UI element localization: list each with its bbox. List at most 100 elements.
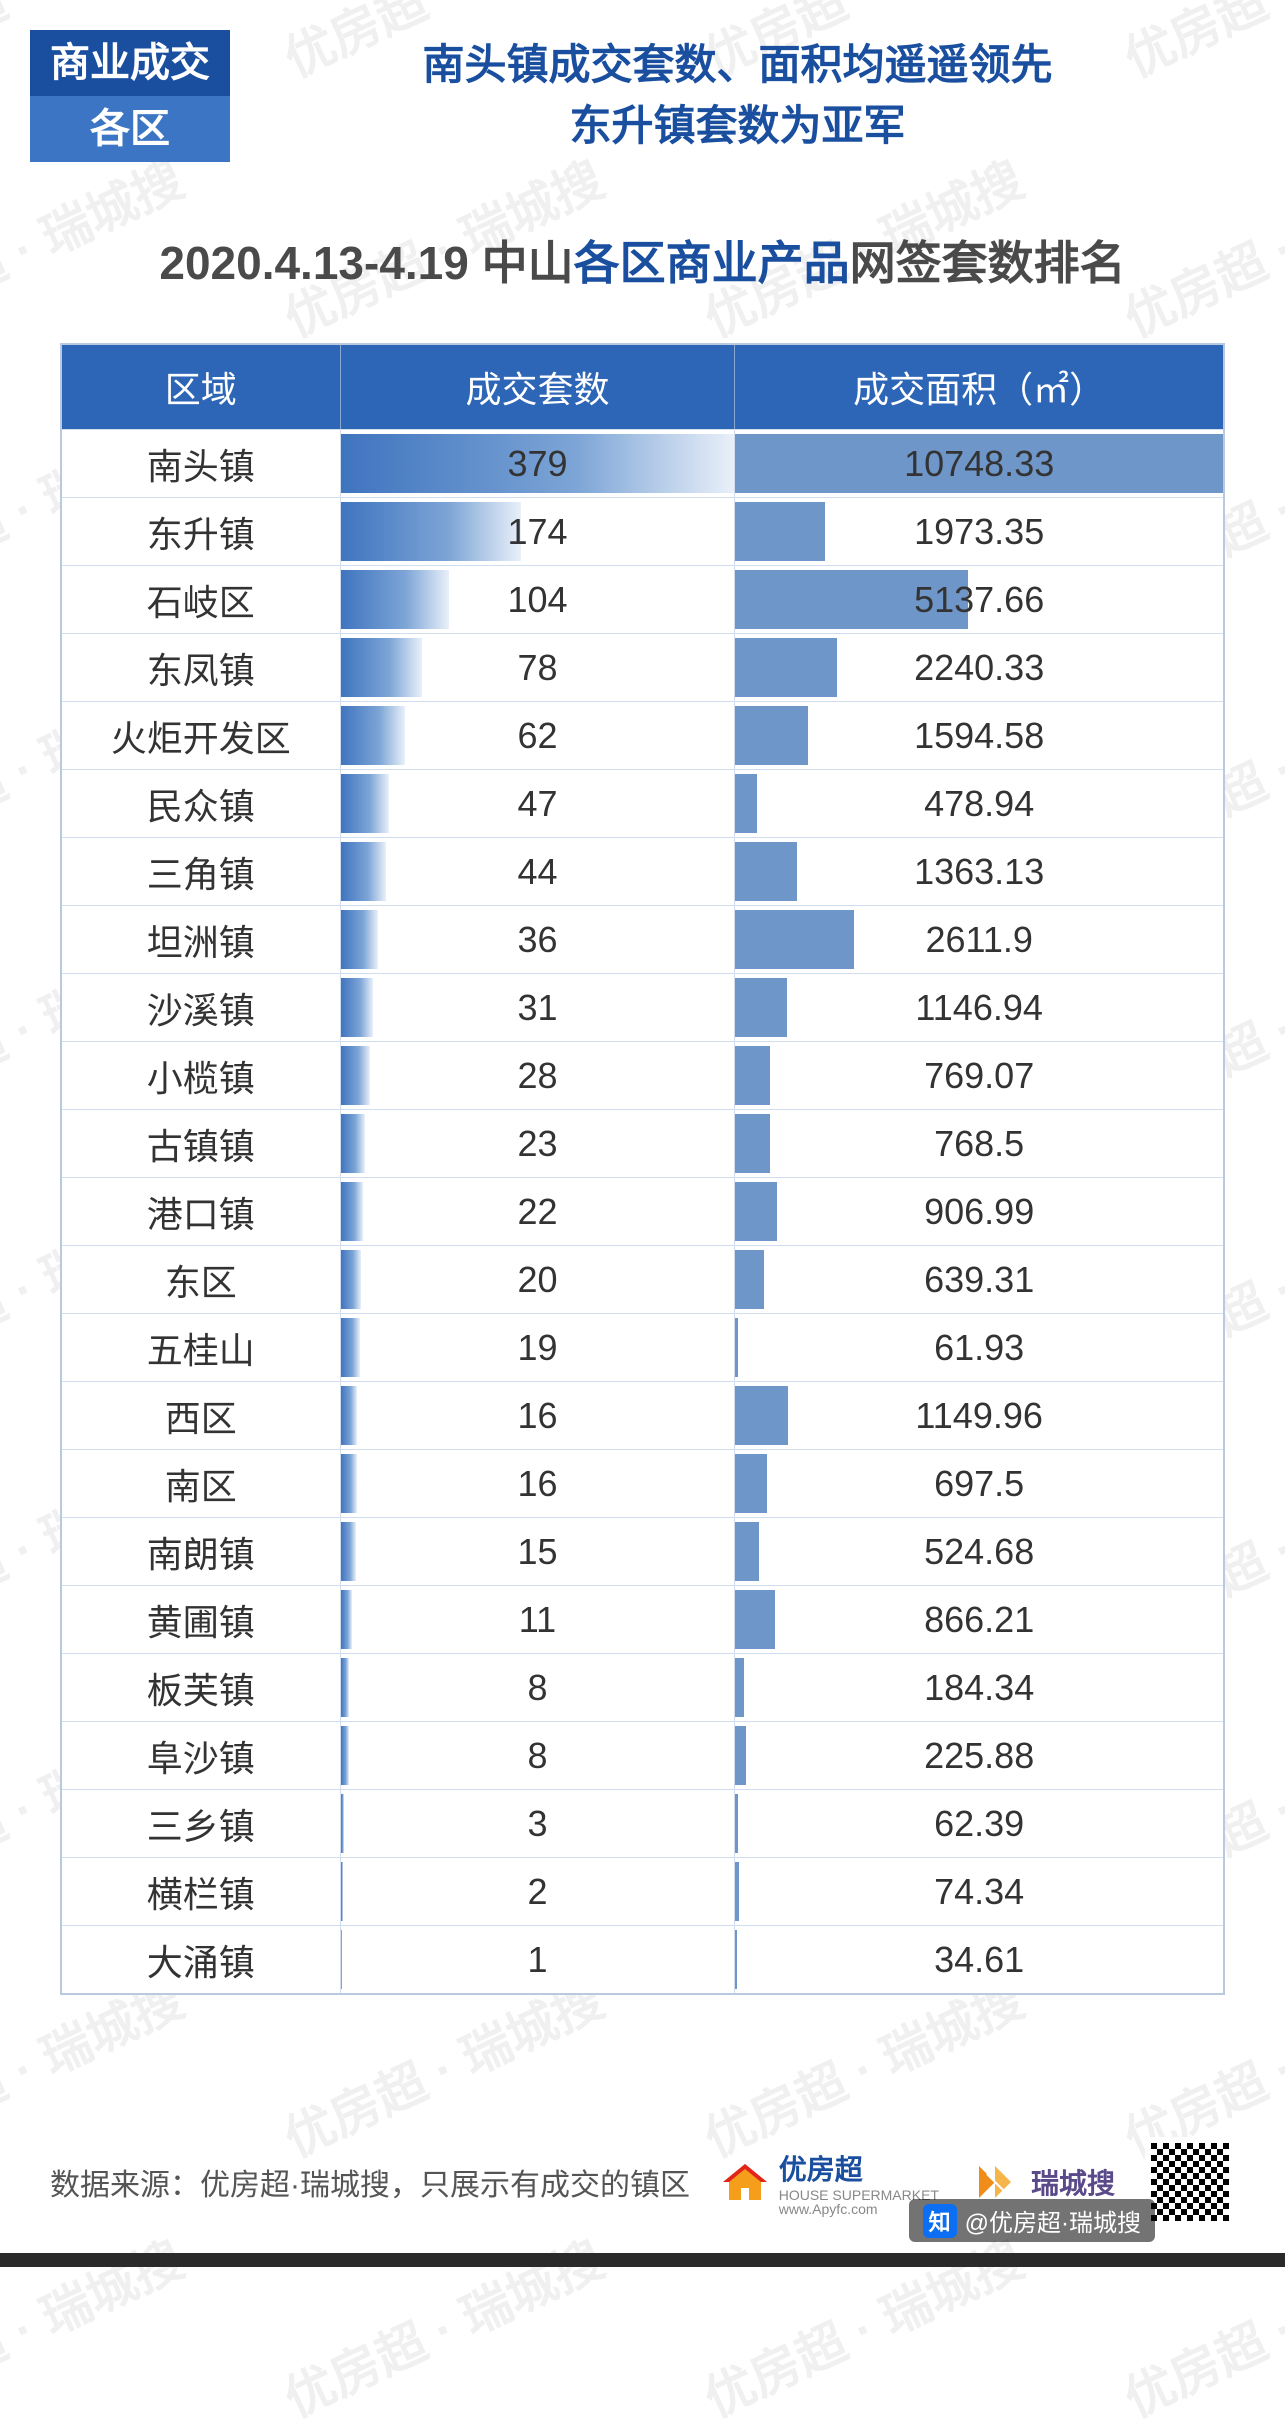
cell-count: 62 xyxy=(341,702,736,769)
area-value: 1594.58 xyxy=(735,715,1223,757)
area-value: 866.21 xyxy=(735,1599,1223,1641)
diamond-icon xyxy=(969,2162,1021,2202)
cell-region: 南头镇 xyxy=(62,430,341,497)
headline-wrap: 南头镇成交套数、面积均遥遥领先 东升镇套数为亚军 xyxy=(230,30,1245,162)
table-row: 南区16697.5 xyxy=(62,1449,1223,1517)
cell-region: 南朗镇 xyxy=(62,1518,341,1585)
data-source: 数据来源：优房超·瑞城搜，只展示有成交的镇区 xyxy=(50,2160,721,2204)
table-row: 三角镇441363.13 xyxy=(62,837,1223,905)
table-row: 古镇镇23768.5 xyxy=(62,1109,1223,1177)
category-badge: 商业成交 各区 xyxy=(30,30,230,162)
headline-line2: 东升镇套数为亚军 xyxy=(569,102,905,149)
cell-region: 横栏镇 xyxy=(62,1858,341,1925)
cell-count: 22 xyxy=(341,1178,736,1245)
area-value: 1973.35 xyxy=(735,511,1223,553)
count-value: 3 xyxy=(341,1803,735,1845)
logo1-name: 优房超 xyxy=(779,2154,863,2185)
cell-region: 东凤镇 xyxy=(62,634,341,701)
cell-region: 东升镇 xyxy=(62,498,341,565)
table-row: 南朗镇15524.68 xyxy=(62,1517,1223,1585)
badge-line2: 各区 xyxy=(30,96,230,162)
cell-count: 379 xyxy=(341,430,736,497)
logo2-name: 瑞城搜 xyxy=(1031,2162,1115,2202)
cell-count: 16 xyxy=(341,1450,736,1517)
table-row: 石岐区1045137.66 xyxy=(62,565,1223,633)
cell-count: 15 xyxy=(341,1518,736,1585)
table-row: 黄圃镇11866.21 xyxy=(62,1585,1223,1653)
cell-area: 61.93 xyxy=(735,1314,1223,1381)
count-value: 23 xyxy=(341,1123,735,1165)
bottom-bar xyxy=(0,2253,1285,2267)
area-value: 2611.9 xyxy=(735,919,1223,961)
cell-area: 768.5 xyxy=(735,1110,1223,1177)
area-value: 225.88 xyxy=(735,1735,1223,1777)
cell-area: 34.61 xyxy=(735,1926,1223,1993)
cell-count: 28 xyxy=(341,1042,736,1109)
column-header: 区域 xyxy=(62,345,341,429)
area-value: 184.34 xyxy=(735,1667,1223,1709)
table-row: 南头镇37910748.33 xyxy=(62,429,1223,497)
area-value: 906.99 xyxy=(735,1191,1223,1233)
column-header: 成交面积（㎡） xyxy=(735,345,1223,429)
count-value: 379 xyxy=(341,443,735,485)
cell-count: 20 xyxy=(341,1246,736,1313)
area-value: 74.34 xyxy=(735,1871,1223,1913)
table-row: 火炬开发区621594.58 xyxy=(62,701,1223,769)
count-value: 44 xyxy=(341,851,735,893)
count-value: 2 xyxy=(341,1871,735,1913)
table-row: 坦洲镇362611.9 xyxy=(62,905,1223,973)
cell-region: 石岐区 xyxy=(62,566,341,633)
cell-count: 36 xyxy=(341,906,736,973)
cell-region: 板芙镇 xyxy=(62,1654,341,1721)
cell-count: 11 xyxy=(341,1586,736,1653)
count-value: 11 xyxy=(341,1599,735,1641)
cell-area: 866.21 xyxy=(735,1586,1223,1653)
area-value: 10748.33 xyxy=(735,443,1223,485)
cell-count: 78 xyxy=(341,634,736,701)
count-value: 31 xyxy=(341,987,735,1029)
cell-region: 沙溪镇 xyxy=(62,974,341,1041)
cell-region: 民众镇 xyxy=(62,770,341,837)
area-value: 478.94 xyxy=(735,783,1223,825)
cell-count: 47 xyxy=(341,770,736,837)
cell-region: 东区 xyxy=(62,1246,341,1313)
count-value: 15 xyxy=(341,1531,735,1573)
cell-region: 黄圃镇 xyxy=(62,1586,341,1653)
count-value: 1 xyxy=(341,1939,735,1981)
cell-region: 大涌镇 xyxy=(62,1926,341,1993)
table-header: 区域成交套数成交面积（㎡） xyxy=(62,345,1223,429)
table-row: 横栏镇274.34 xyxy=(62,1857,1223,1925)
area-value: 524.68 xyxy=(735,1531,1223,1573)
cell-count: 2 xyxy=(341,1858,736,1925)
area-value: 1146.94 xyxy=(735,987,1223,1029)
badge-line1: 商业成交 xyxy=(30,30,230,96)
logo-ruichengsou: 瑞城搜 xyxy=(969,2162,1115,2202)
cell-count: 16 xyxy=(341,1382,736,1449)
cell-count: 23 xyxy=(341,1110,736,1177)
cell-region: 阜沙镇 xyxy=(62,1722,341,1789)
count-value: 36 xyxy=(341,919,735,961)
headline: 南头镇成交套数、面积均遥遥领先 东升镇套数为亚军 xyxy=(422,35,1052,157)
table-row: 沙溪镇311146.94 xyxy=(62,973,1223,1041)
qr-code xyxy=(1145,2137,1235,2227)
cell-region: 三角镇 xyxy=(62,838,341,905)
cell-area: 639.31 xyxy=(735,1246,1223,1313)
headline-line1: 南头镇成交套数、面积均遥遥领先 xyxy=(422,41,1052,88)
cell-count: 8 xyxy=(341,1722,736,1789)
cell-region: 西区 xyxy=(62,1382,341,1449)
count-value: 28 xyxy=(341,1055,735,1097)
count-value: 20 xyxy=(341,1259,735,1301)
cell-region: 坦洲镇 xyxy=(62,906,341,973)
cell-count: 104 xyxy=(341,566,736,633)
cell-area: 906.99 xyxy=(735,1178,1223,1245)
table-row: 东区20639.31 xyxy=(62,1245,1223,1313)
table-row: 阜沙镇8225.88 xyxy=(62,1721,1223,1789)
table-row: 港口镇22906.99 xyxy=(62,1177,1223,1245)
ranking-table: 区域成交套数成交面积（㎡）南头镇37910748.33东升镇1741973.35… xyxy=(60,343,1225,1995)
table-row: 五桂山1961.93 xyxy=(62,1313,1223,1381)
table-row: 大涌镇134.61 xyxy=(62,1925,1223,1993)
cell-area: 1363.13 xyxy=(735,838,1223,905)
cell-area: 478.94 xyxy=(735,770,1223,837)
cell-area: 524.68 xyxy=(735,1518,1223,1585)
cell-region: 三乡镇 xyxy=(62,1790,341,1857)
